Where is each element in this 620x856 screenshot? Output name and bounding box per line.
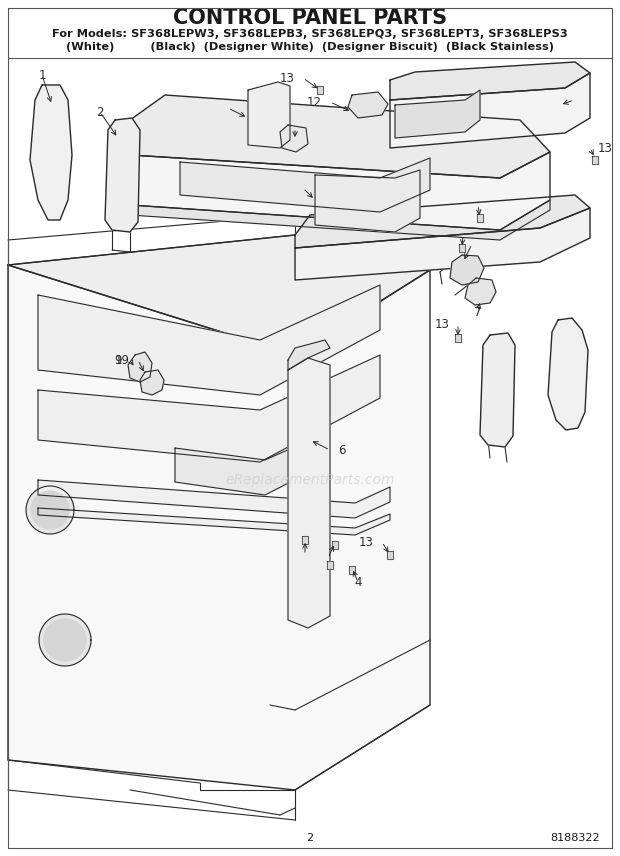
Text: 2: 2 bbox=[96, 105, 104, 118]
Polygon shape bbox=[592, 156, 598, 164]
Polygon shape bbox=[327, 561, 333, 569]
Text: 5: 5 bbox=[213, 102, 220, 115]
Polygon shape bbox=[302, 536, 308, 544]
Text: 13: 13 bbox=[280, 72, 295, 85]
Polygon shape bbox=[349, 566, 355, 574]
Polygon shape bbox=[317, 86, 323, 94]
Polygon shape bbox=[140, 370, 164, 395]
Polygon shape bbox=[450, 255, 484, 285]
Polygon shape bbox=[388, 550, 393, 559]
Text: (White)         (Black)  (Designer White)  (Designer Biscuit)  (Black Stainless): (White) (Black) (Designer White) (Design… bbox=[66, 42, 554, 52]
Text: 6: 6 bbox=[338, 443, 345, 456]
Polygon shape bbox=[348, 92, 388, 118]
Polygon shape bbox=[455, 334, 461, 342]
Text: 1: 1 bbox=[38, 68, 46, 81]
Text: 12: 12 bbox=[307, 96, 322, 109]
Text: 13: 13 bbox=[598, 141, 613, 154]
Polygon shape bbox=[280, 125, 308, 152]
Polygon shape bbox=[26, 486, 74, 534]
Polygon shape bbox=[390, 62, 590, 100]
Polygon shape bbox=[395, 90, 480, 138]
Text: 7: 7 bbox=[474, 306, 482, 318]
Polygon shape bbox=[30, 85, 72, 220]
Polygon shape bbox=[295, 208, 590, 280]
Polygon shape bbox=[130, 200, 550, 240]
Text: 13: 13 bbox=[359, 536, 374, 549]
Polygon shape bbox=[38, 508, 390, 535]
Polygon shape bbox=[465, 278, 496, 305]
Polygon shape bbox=[44, 619, 86, 661]
Polygon shape bbox=[8, 265, 430, 790]
Polygon shape bbox=[180, 158, 430, 212]
Text: 8188322: 8188322 bbox=[551, 833, 600, 843]
Polygon shape bbox=[459, 244, 465, 253]
Text: 13: 13 bbox=[440, 229, 455, 241]
Text: CONTROL PANEL PARTS: CONTROL PANEL PARTS bbox=[173, 8, 447, 28]
Polygon shape bbox=[38, 355, 380, 462]
Polygon shape bbox=[295, 195, 590, 248]
Polygon shape bbox=[332, 541, 338, 550]
Polygon shape bbox=[315, 170, 420, 232]
Text: 8: 8 bbox=[582, 93, 590, 106]
Polygon shape bbox=[39, 614, 91, 666]
Polygon shape bbox=[31, 491, 69, 529]
Polygon shape bbox=[477, 214, 483, 223]
Polygon shape bbox=[38, 285, 380, 395]
Text: For Models: SF368LEPW3, SF368LEPB3, SF368LEPQ3, SF368LEPT3, SF368LEPS3: For Models: SF368LEPW3, SF368LEPB3, SF36… bbox=[52, 29, 568, 39]
Polygon shape bbox=[480, 333, 515, 447]
Polygon shape bbox=[130, 95, 550, 178]
Text: eReplacementParts.com: eReplacementParts.com bbox=[225, 473, 395, 487]
Polygon shape bbox=[390, 73, 590, 148]
Text: 13: 13 bbox=[298, 549, 312, 562]
Polygon shape bbox=[288, 358, 330, 628]
Polygon shape bbox=[38, 480, 390, 518]
Text: 13: 13 bbox=[455, 199, 470, 211]
Polygon shape bbox=[248, 82, 290, 148]
Text: 11: 11 bbox=[449, 237, 464, 251]
Text: 4: 4 bbox=[354, 575, 361, 589]
Polygon shape bbox=[105, 118, 140, 232]
Polygon shape bbox=[128, 352, 152, 382]
Polygon shape bbox=[175, 440, 310, 495]
Polygon shape bbox=[8, 235, 430, 355]
Polygon shape bbox=[548, 318, 588, 430]
Text: 13: 13 bbox=[435, 318, 450, 330]
Text: 10: 10 bbox=[305, 551, 320, 564]
Polygon shape bbox=[288, 340, 330, 370]
Text: 19: 19 bbox=[115, 354, 130, 366]
Text: 15: 15 bbox=[280, 181, 295, 194]
Text: 3: 3 bbox=[291, 122, 299, 134]
Polygon shape bbox=[130, 152, 550, 230]
Text: 2: 2 bbox=[306, 833, 314, 843]
Text: 9: 9 bbox=[115, 354, 122, 366]
